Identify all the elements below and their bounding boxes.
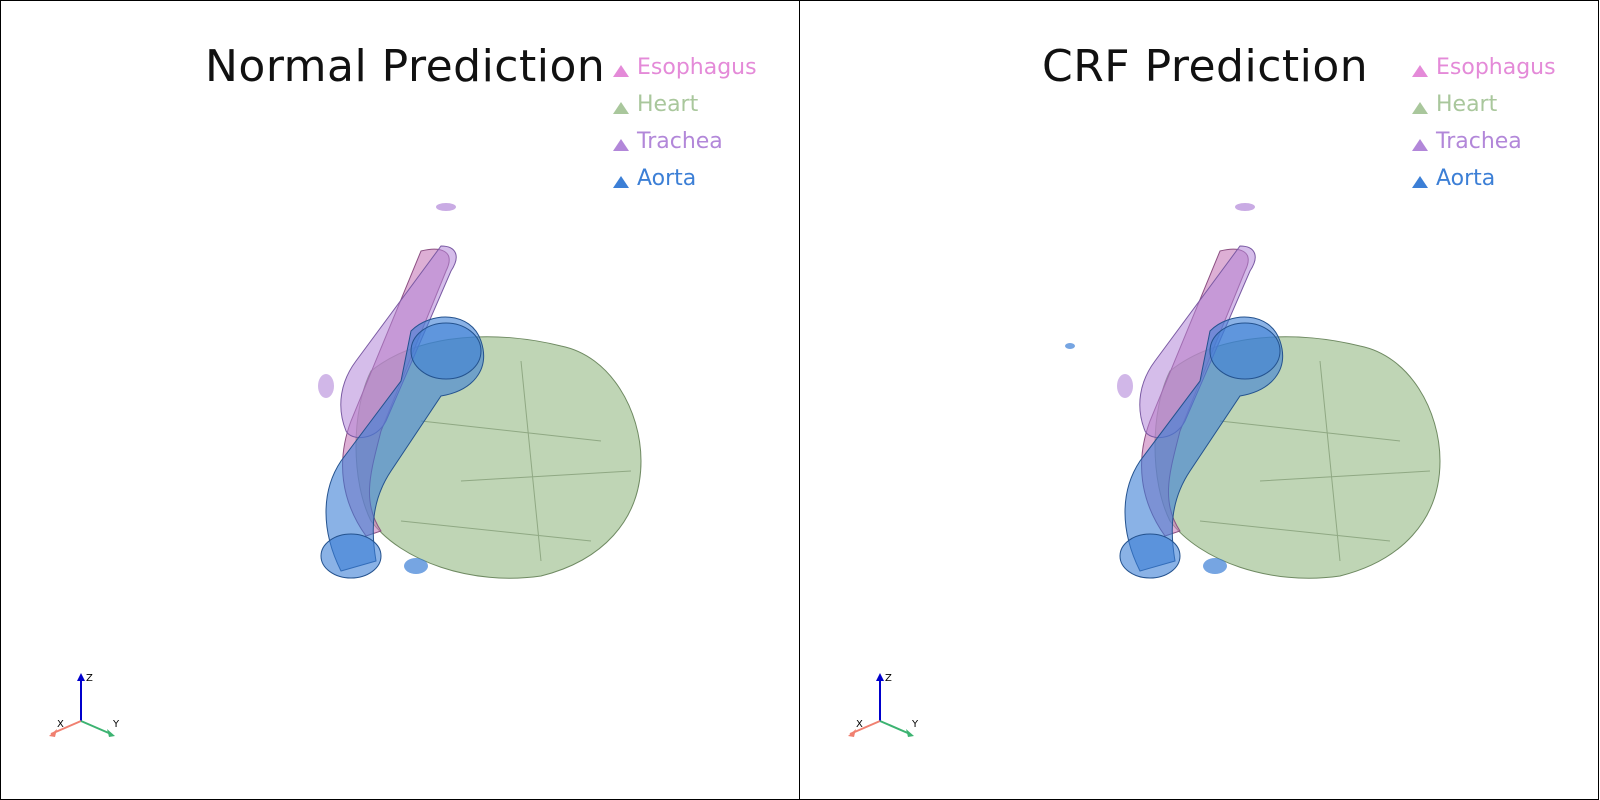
legend-label: Heart (1436, 92, 1498, 117)
legend-label: Aorta (1436, 166, 1496, 191)
triangle-icon (1412, 101, 1428, 114)
legend-item-heart: Heart (1412, 86, 1556, 123)
legend-item-esophagus: Esophagus (613, 49, 757, 86)
normal-prediction-panel: Normal Prediction Esophagus Heart Trache… (0, 0, 800, 800)
aorta-descending (1119, 533, 1181, 579)
legend-item-trachea: Trachea (613, 123, 757, 160)
axis-label-z: Z (885, 673, 892, 684)
axis-label-z: Z (86, 673, 93, 684)
axis-label-x: X (57, 719, 64, 730)
axis-label-x: X (856, 719, 863, 730)
legend-item-esophagus: Esophagus (1412, 49, 1556, 86)
panel-title: CRF Prediction (1042, 41, 1369, 92)
aorta-arch (410, 322, 482, 380)
aorta-mesh (1124, 316, 1284, 572)
triangle-icon (1412, 138, 1428, 151)
orientation-axes: Z X Y (49, 673, 120, 737)
axis-label-y: Y (112, 719, 120, 730)
legend-label: Heart (637, 92, 699, 117)
orientation-axes: Z X Y (848, 673, 919, 737)
triangle-icon (1412, 64, 1428, 77)
aorta-mesh (325, 316, 485, 572)
organ-render (1065, 203, 1441, 579)
legend: Esophagus Heart Trachea Aorta (613, 49, 757, 197)
organ-render (318, 203, 642, 579)
aorta-descending (320, 533, 382, 579)
legend-item-aorta: Aorta (613, 160, 757, 197)
aorta-arch (1209, 322, 1281, 380)
axis-label-y: Y (911, 719, 919, 730)
triangle-icon (613, 138, 629, 151)
triangle-icon (1412, 175, 1428, 188)
triangle-icon (613, 64, 629, 77)
legend-label: Trachea (637, 129, 723, 154)
legend-item-trachea: Trachea (1412, 123, 1556, 160)
panel-title: Normal Prediction (205, 41, 606, 92)
crf-prediction-panel: CRF Prediction Esophagus Heart Trachea A… (799, 0, 1599, 800)
triangle-icon (613, 101, 629, 114)
legend: Esophagus Heart Trachea Aorta (1412, 49, 1556, 197)
legend-label: Trachea (1436, 129, 1522, 154)
legend-item-aorta: Aorta (1412, 160, 1556, 197)
legend-label: Esophagus (637, 55, 757, 80)
legend-label: Esophagus (1436, 55, 1556, 80)
legend-item-heart: Heart (613, 86, 757, 123)
legend-label: Aorta (637, 166, 697, 191)
triangle-icon (613, 175, 629, 188)
